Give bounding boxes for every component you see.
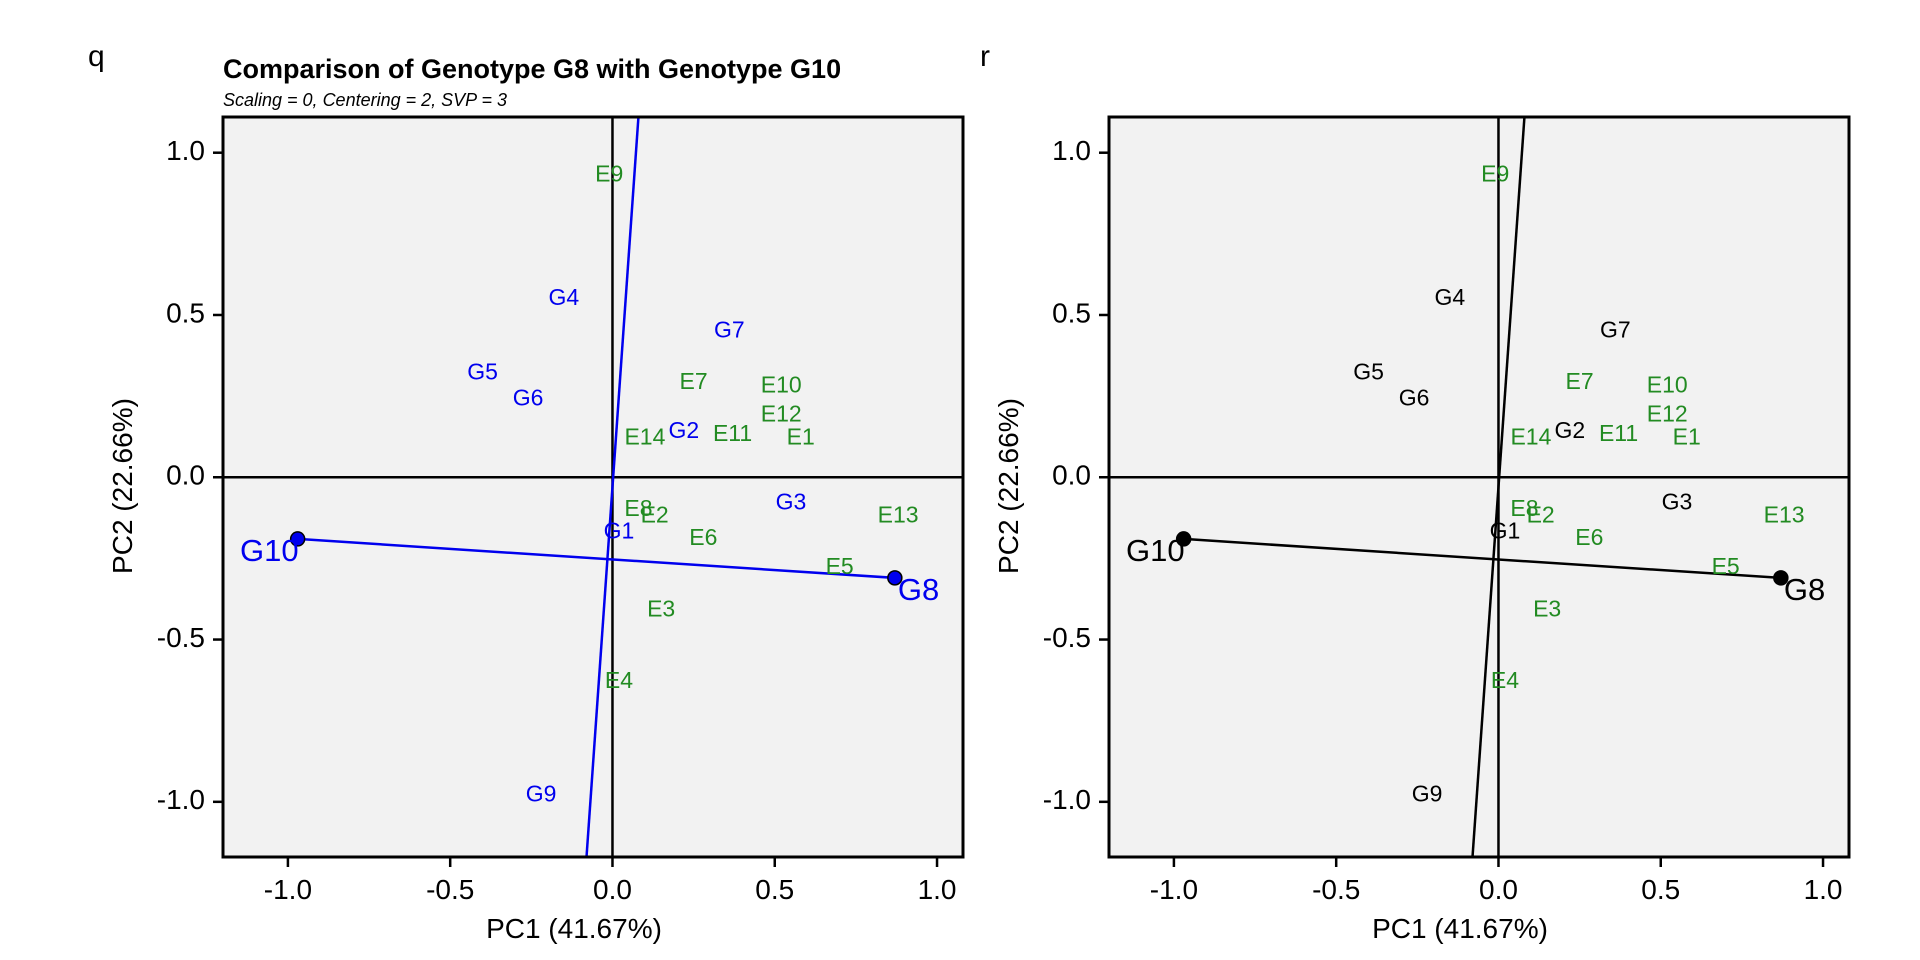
environment-label-e9: E9	[1481, 160, 1509, 186]
y-tick-label: 1.0	[1052, 135, 1091, 166]
environment-label-e5: E5	[1712, 553, 1740, 579]
y-tick-label: 0.0	[166, 460, 205, 491]
plot-marks: E1 E2 E3 E4 E5 E6 E7 E8 E9 E10 E11 E12 E13 E14 G1 G2 G3 G…	[223, 117, 963, 857]
genotype-label-g1: G1	[1490, 518, 1521, 544]
genotype-label-g9: G9	[526, 780, 557, 806]
x-tick-label: 1.0	[1804, 874, 1843, 905]
genotype-label-g6: G6	[513, 384, 544, 410]
environment-label-e6: E6	[1575, 524, 1603, 550]
genotype-label-g3: G3	[776, 488, 807, 514]
x-tick-label: -1.0	[264, 874, 312, 905]
genotype-label-g2: G2	[1555, 417, 1586, 443]
environment-label-e12: E12	[761, 401, 802, 427]
x-tick-label: -0.5	[426, 874, 474, 905]
comparison-line	[1183, 537, 1781, 580]
genotype-label-g2: G2	[669, 417, 700, 443]
plot-area: E1 E2 E3 E4 E5 E6 E7 E8 E9 E10 E11 E12 E13 E14 G1 G2 G3 G…	[1043, 115, 1851, 905]
panel-letter: r	[980, 40, 990, 73]
environment-label-e8: E8	[624, 495, 652, 521]
environment-label-e2: E2	[641, 501, 669, 527]
environment-label-e8: E8	[1510, 495, 1538, 521]
y-tick-label: 1.0	[166, 135, 205, 166]
environment-label-e1: E1	[787, 423, 815, 449]
x-tick-label: -0.5	[1312, 874, 1360, 905]
environment-label-e7: E7	[680, 368, 708, 394]
plot-marks: E1 E2 E3 E4 E5 E6 E7 E8 E9 E10 E11 E12 E13 E14 G1 G2 G3 G…	[1109, 117, 1849, 857]
genotype-label-g6: G6	[1399, 384, 1430, 410]
genotype-marker-g8	[1773, 570, 1789, 586]
comparison-line	[297, 537, 895, 580]
plot-background	[223, 117, 963, 857]
x-tick-label: 0.0	[593, 874, 632, 905]
genotype-label-g5: G5	[1353, 358, 1384, 384]
panel-letter: q	[88, 40, 105, 73]
perpendicular-line	[1471, 117, 1526, 857]
genotype-label-g4: G4	[1434, 284, 1465, 310]
environment-label-e10: E10	[1647, 371, 1688, 397]
plot-frame	[221, 115, 965, 859]
x-tick-label: 0.5	[1641, 874, 1680, 905]
plot-frame	[1107, 115, 1851, 859]
environment-label-e4: E4	[605, 667, 633, 693]
plot-area: E1 E2 E3 E4 E5 E6 E7 E8 E9 E10 E11 E12 E13 E14 G1 G2 G3 G…	[157, 115, 965, 905]
x-tick-label: 0.5	[755, 874, 794, 905]
environment-label-e7: E7	[1566, 368, 1594, 394]
y-tick-label: -0.5	[1043, 622, 1091, 653]
environment-label-e5: E5	[826, 553, 854, 579]
plot-background	[1109, 117, 1849, 857]
environment-label-e1: E1	[1673, 423, 1701, 449]
chart-title: Comparison of Genotype G8 with Genotype …	[223, 54, 841, 84]
environment-label-e11: E11	[1599, 420, 1638, 446]
genotype-marker-g10	[1175, 531, 1192, 547]
environment-label-e14: E14	[1510, 423, 1551, 449]
x-tick-label: -1.0	[1150, 874, 1198, 905]
y-tick-label: -1.0	[157, 784, 205, 815]
biplot-panel-r: r PC1 (41.67%) PC2 (22.66%) E1 E2 E3 E4 E5 E6…	[980, 40, 1851, 944]
x-axis-title: PC1 (41.67%)	[486, 913, 662, 944]
genotype-marker-g8	[887, 570, 903, 586]
environment-label-e10: E10	[761, 371, 802, 397]
genotype-label-g10: G10	[1126, 533, 1185, 568]
genotype-label-g7: G7	[714, 316, 745, 342]
environment-label-e11: E11	[713, 420, 752, 446]
x-axis-title: PC1 (41.67%)	[1372, 913, 1548, 944]
environment-label-e9: E9	[595, 160, 623, 186]
environment-label-e6: E6	[689, 524, 717, 550]
perpendicular-line	[585, 117, 640, 857]
genotype-label-g8: G8	[1784, 572, 1825, 607]
genotype-label-g9: G9	[1412, 780, 1443, 806]
y-axis-title: PC2 (22.66%)	[993, 398, 1024, 574]
genotype-label-g5: G5	[467, 358, 498, 384]
y-axis-title: PC2 (22.66%)	[107, 398, 138, 574]
genotype-label-g7: G7	[1600, 316, 1631, 342]
y-tick-label: 0.5	[1052, 297, 1091, 328]
environment-label-e13: E13	[878, 501, 919, 527]
y-tick-label: 0.5	[166, 297, 205, 328]
y-tick-label: -0.5	[157, 622, 205, 653]
genotype-label-g3: G3	[1662, 488, 1693, 514]
environment-label-e13: E13	[1764, 501, 1805, 527]
genotype-label-g8: G8	[898, 572, 939, 607]
y-tick-label: -1.0	[1043, 784, 1091, 815]
chart-subtitle: Scaling = 0, Centering = 2, SVP = 3	[223, 90, 507, 110]
environment-label-e4: E4	[1491, 667, 1519, 693]
genotype-label-g1: G1	[604, 518, 635, 544]
genotype-marker-g10	[289, 531, 306, 547]
genotype-label-g4: G4	[548, 284, 579, 310]
environment-label-e3: E3	[1533, 595, 1561, 621]
biplot-panel-q: q Comparison of Genotype G8 with Genotyp…	[88, 40, 965, 944]
environment-label-e12: E12	[1647, 401, 1688, 427]
environment-label-e3: E3	[647, 595, 675, 621]
environment-label-e14: E14	[624, 423, 665, 449]
y-tick-label: 0.0	[1052, 460, 1091, 491]
environment-label-e2: E2	[1527, 501, 1555, 527]
x-tick-label: 0.0	[1479, 874, 1518, 905]
genotype-label-g10: G10	[240, 533, 299, 568]
x-tick-label: 1.0	[918, 874, 957, 905]
